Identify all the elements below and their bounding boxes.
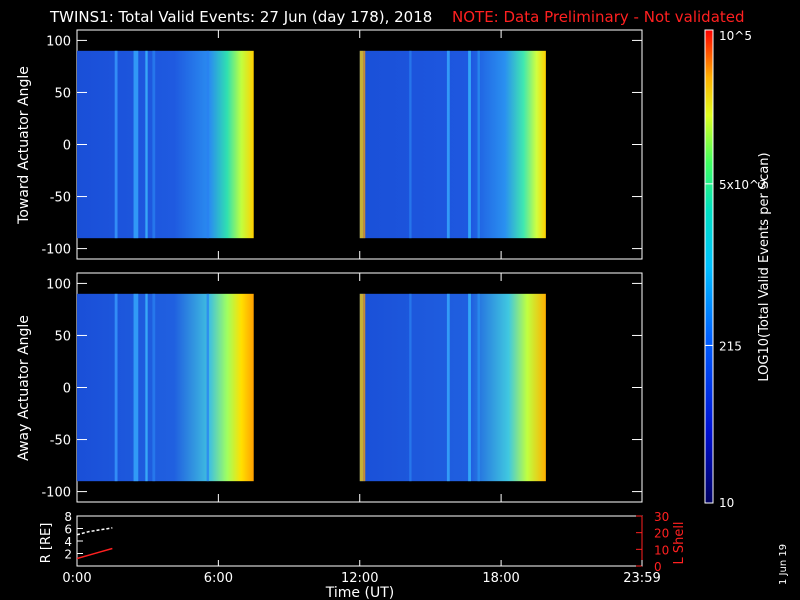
footer-date: 1 Jun 19 xyxy=(778,544,789,585)
panel-toward: 100 50 0 -50 -100 Toward Actuator Angle xyxy=(16,29,643,260)
heatmap-streak xyxy=(468,293,471,482)
x-tick-label: 18:00 xyxy=(482,571,519,586)
heatmap-segment xyxy=(77,293,254,482)
y-tick-label: -50 xyxy=(50,434,71,449)
heatmap-streak xyxy=(206,293,209,482)
panel-away-heatmap xyxy=(77,293,546,482)
heatmap-streak xyxy=(152,50,156,239)
away-ylabel: Away Actuator Angle xyxy=(16,315,32,461)
heatmap-segment xyxy=(359,293,546,482)
orbit-right-tick: 20 xyxy=(654,527,669,541)
colorbar-tick-label: 215 xyxy=(719,339,742,353)
heatmap-streak xyxy=(133,293,139,482)
panel-away: 100 50 0 -50 -100 Away Actuator Angle xyxy=(16,272,643,503)
colorbar-tick-label: 5x10^3 xyxy=(719,178,767,192)
heatmap-streak xyxy=(409,50,412,239)
colorbar-label: LOG10(Total Valid Events per Scan) xyxy=(757,152,772,381)
heatmap-segment xyxy=(77,50,254,239)
heatmap-streak xyxy=(114,50,118,239)
colorbar-tick-label: 10 xyxy=(719,496,734,510)
colorbar: 10 215 5x10^3 10^5 LOG10(Total Valid Events… xyxy=(704,29,772,510)
panel-toward-heatmap xyxy=(77,50,546,239)
heatmap-streak xyxy=(145,293,148,482)
orbit-right-tick: 10 xyxy=(654,543,669,557)
y-tick-label: 100 xyxy=(46,277,71,292)
x-axis-label: Time (UT) xyxy=(325,585,394,600)
orbit-left-tick: 4 xyxy=(64,535,72,549)
colorbar-tick-label: 10^5 xyxy=(719,29,752,43)
heatmap-streak xyxy=(206,50,209,239)
heatmap-segment xyxy=(359,50,546,239)
orbit-left-tick: 6 xyxy=(64,523,72,537)
heatmap-streak xyxy=(145,50,148,239)
x-tick-label: 23:59 xyxy=(623,571,660,586)
heatmap-streak xyxy=(152,293,156,482)
orbit-ylabel-left: R [RE] xyxy=(39,523,54,564)
plot-title: TWINS1: Total Valid Events: 27 Jun (day … xyxy=(49,8,432,26)
heatmap-streak xyxy=(409,293,412,482)
heatmap-streak xyxy=(477,50,480,239)
heatmap-streak xyxy=(359,293,364,482)
orbit-right-tick: 0 xyxy=(654,560,662,574)
colorbar-gradient xyxy=(705,30,713,503)
preliminary-note: NOTE: Data Preliminary - Not validated xyxy=(452,8,745,26)
x-tick-label: 0:00 xyxy=(62,571,91,586)
heatmap-streak xyxy=(446,293,450,482)
x-tick-label: 12:00 xyxy=(341,571,378,586)
y-tick-label: -100 xyxy=(41,486,71,501)
toward-ylabel: Toward Actuator Angle xyxy=(16,66,32,225)
heatmap-streak xyxy=(359,50,364,239)
orbit-left-tick: 2 xyxy=(64,548,72,562)
x-tick-label: 6:00 xyxy=(204,571,233,586)
orbit-line-r xyxy=(76,527,113,536)
panel-orbit-frame xyxy=(76,515,643,567)
heatmap-streak xyxy=(133,50,139,239)
orbit-left-tick: 8 xyxy=(64,510,72,524)
y-tick-label: -50 xyxy=(50,191,71,206)
heatmap-streak xyxy=(363,293,366,482)
heatmap-streak xyxy=(446,50,450,239)
y-tick-label: 0 xyxy=(63,382,71,397)
y-tick-label: -100 xyxy=(41,243,71,258)
y-tick-label: 50 xyxy=(54,329,71,344)
orbit-ylabel-right: L Shell xyxy=(672,521,687,564)
y-tick-label: 50 xyxy=(54,86,71,101)
orbit-line-l-shell xyxy=(76,547,113,560)
heatmap-streak xyxy=(468,50,471,239)
y-tick-label: 0 xyxy=(63,139,71,154)
heatmap-streak xyxy=(477,293,480,482)
orbit-right-tick: 30 xyxy=(654,510,669,524)
heatmap-streak xyxy=(114,293,118,482)
y-tick-label: 100 xyxy=(46,34,71,49)
heatmap-streak xyxy=(363,50,366,239)
